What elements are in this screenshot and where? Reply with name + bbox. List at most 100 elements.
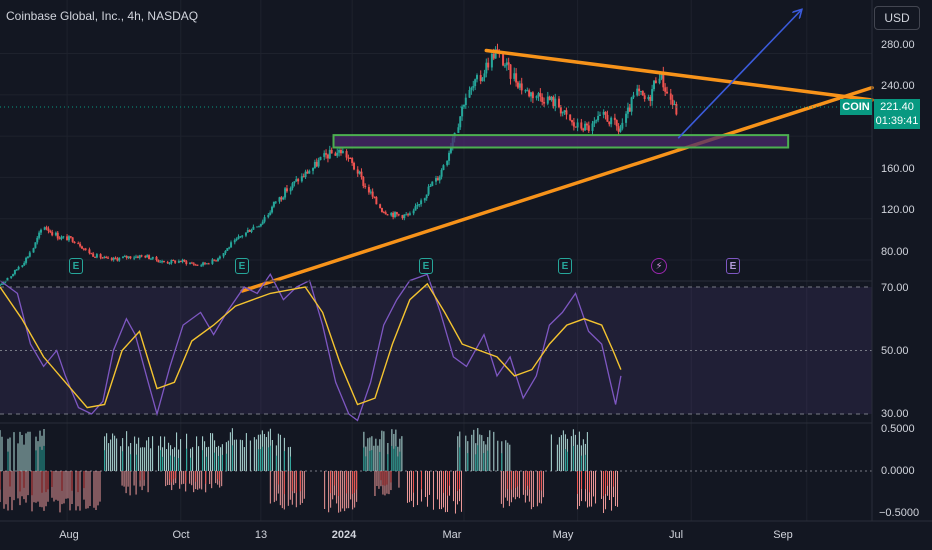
candle-body [112,257,115,260]
projection-arrow[interactable] [677,10,801,139]
candle-body [213,259,216,261]
candle-body [464,97,467,105]
candle-body [490,53,493,68]
candle-body [550,96,553,101]
candle-body [554,98,557,107]
candle-body [658,78,661,84]
support-trendline[interactable] [240,85,874,293]
candle-body [325,153,328,155]
support-zone-rectangle[interactable] [332,134,790,149]
candle-body [649,96,652,102]
candle-body [643,95,646,100]
candle-body [105,256,108,258]
candle-body [638,88,641,92]
candle-body [226,248,229,251]
candle-body [345,151,348,158]
candle-body [604,111,607,115]
candle-body [408,213,411,215]
candle-body [23,262,26,266]
candle-body [77,243,80,245]
candle-body [315,161,318,167]
candle-body [246,230,249,233]
candle-body [149,258,152,260]
candle-body [405,214,408,216]
candle-body [177,261,180,263]
candle-body [73,241,76,244]
candle-body [373,196,376,198]
candle-body [110,258,113,260]
candle-body [608,121,611,125]
candle-body [509,64,512,79]
candle-body [114,257,117,259]
candle-body [369,191,372,193]
candle-body [282,197,285,200]
candle-body [619,128,622,132]
candle-body [49,230,52,233]
earnings-event-icon[interactable]: E [69,258,83,274]
candle-body [179,261,182,263]
candle-body [54,232,57,236]
candle-body [479,75,482,82]
candle-body [190,262,193,264]
oscillator-panel [0,428,872,514]
candle-body [666,91,669,94]
rsi-tick-label: 70.00 [881,282,909,294]
candle-body [306,171,309,174]
candle-body [660,72,663,79]
candle-body [362,177,365,186]
resistance-trendline[interactable] [484,48,874,102]
candle-body [99,254,102,258]
candle-body [470,87,473,90]
candle-body [17,266,20,270]
candle-body [244,232,247,236]
candle-body [26,256,29,258]
candle-body [468,89,471,98]
candle-body [217,258,219,261]
candle-body [448,152,451,161]
candle-body [557,98,560,108]
candle-body [308,170,311,174]
candle-body [135,256,138,258]
osc-tick-label: −0.5000 [879,507,920,519]
candle-body [144,255,147,258]
currency-button[interactable]: USD [874,6,920,30]
candle-body [239,236,242,238]
candle-body [60,236,63,239]
candle-body [485,62,488,74]
candle-body [80,246,83,249]
y-tick-label: 120.00 [881,204,915,216]
candle-body [82,248,85,250]
candle-body [351,158,354,163]
candle-body [148,255,151,260]
earnings-event-icon[interactable]: E [419,258,433,274]
candle-body [339,150,342,154]
candle-body [572,122,575,127]
candle-body [472,86,475,88]
candle-body [552,96,555,107]
candle-body [138,255,141,258]
lightning-event-icon[interactable]: ⚡ [651,258,667,274]
osc-tick-label: 0.0000 [881,465,915,477]
candle-body [386,214,389,216]
upcoming-earnings-event-icon[interactable]: E [726,258,740,274]
candle-body [394,212,397,218]
candle-body [326,154,329,159]
candle-body [446,160,449,166]
candle-body [559,107,562,114]
candle-body [574,126,577,128]
rsi-tick-label: 30.00 [881,408,909,420]
candle-body [207,263,210,265]
candle-body [338,150,341,153]
earnings-event-icon[interactable]: E [558,258,572,274]
candle-body [263,217,266,222]
candle-body [200,265,203,267]
candle-body [252,226,255,230]
candle-body [304,171,307,177]
candle-body [90,253,93,255]
drawing-annotations[interactable] [240,10,874,293]
rsi-lines [0,273,622,422]
candle-body [360,171,363,178]
earnings-event-icon[interactable]: E [235,258,249,274]
candle-body [481,77,484,82]
